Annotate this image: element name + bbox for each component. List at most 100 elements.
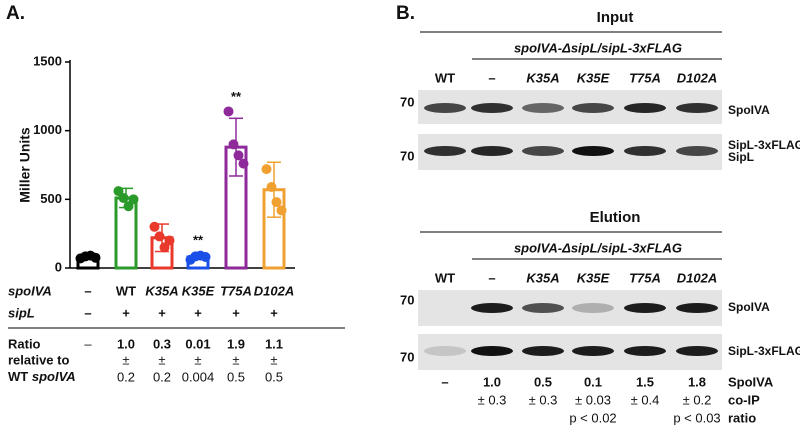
ratio-pm: ± [270,352,277,367]
coip-mean: 1.8 [688,374,706,389]
band [471,103,513,113]
sipl-label: + [122,305,130,320]
lane-label: T75A [629,270,661,285]
x-tick-label: WT [116,283,136,298]
band [471,146,513,156]
panel-label: A. [6,3,25,24]
band-label: SpoIVA [728,300,770,314]
band [572,103,614,113]
ratio-sd: 0.2 [117,369,135,384]
mw-marker: 70 [400,349,414,364]
lane-label: K35E [577,70,610,85]
blot [418,134,722,170]
y-tick-label: 1500 [33,53,62,68]
ratio-mean: 1.0 [117,336,135,351]
data-point [238,158,249,169]
data-point [123,201,134,212]
y-axis-label: Miller Units [17,127,33,203]
x-tick-label: D102A [254,283,294,298]
row-label: WT spoIVA [8,369,76,384]
ratio-mean: 1.1 [265,336,283,351]
data-point [271,197,282,208]
section-title: Input [597,9,634,26]
data-point [154,231,165,242]
coip-none: – [441,374,448,389]
lane-label: K35A [526,270,559,285]
band [471,303,513,313]
coip-mean: 0.1 [584,374,602,389]
band [624,146,666,156]
band [424,346,466,356]
row-label: relative to [8,352,69,367]
row-label: spoIVA [8,283,52,298]
data-point [128,194,139,205]
data-point [90,252,101,263]
strain-header: spoIVA-ΔsipL/sipL-3xFLAG [514,40,682,55]
coip-sd: ± 0.2 [683,392,712,407]
lane-label: T75A [629,70,661,85]
x-tick-label: K35A [145,283,178,298]
sipl-label: + [270,305,278,320]
x-tick-label: – [84,283,91,298]
ratio-sd: 0.004 [182,369,215,384]
y-tick-label: 500 [40,191,62,206]
lane-label: – [488,270,495,285]
blot [418,290,722,326]
band [676,103,718,113]
x-tick-label: T75A [220,283,252,298]
band-label: SipL-3xFLAG [728,344,800,358]
data-point [223,106,234,117]
data-point [233,150,244,161]
band-label: SpoIVA [728,103,770,117]
coip-sd: ± 0.03 [575,392,611,407]
ratio-mean: 0.01 [185,336,210,351]
band [522,303,564,313]
sipl-label: + [232,305,240,320]
ratio-pm: ± [232,352,239,367]
section-title: Elution [590,209,641,226]
lane-label: WT [435,270,455,285]
coip-p: p < 0.02 [569,410,616,425]
ratio-mean: 0.3 [153,336,171,351]
data-point [164,235,175,246]
data-point [200,252,211,263]
lane-label: K35E [577,270,610,285]
band [424,103,466,113]
data-point [261,164,272,175]
coip-mean: 0.5 [534,374,552,389]
row-label-part: WT [8,369,28,384]
lane-label: D102A [677,270,717,285]
ratio-none: – [84,336,92,351]
band [676,303,718,313]
ratio-sd: 0.5 [227,369,245,384]
band [624,346,666,356]
lane-label: D102A [677,70,717,85]
sipl-label: – [84,305,91,320]
row-label-part: spoIVA [32,369,76,384]
ratio-mean: 1.9 [227,336,245,351]
coip-mean: 1.5 [636,374,654,389]
ratio-pm: ± [158,352,165,367]
lane-label: – [488,70,495,85]
x-tick-label: K35E [182,283,215,298]
data-point [118,192,129,203]
band [676,146,718,156]
ratio-pm: ± [194,352,201,367]
data-point [159,242,170,253]
band [676,346,718,356]
band [624,103,666,113]
band-label: SipL-3xFLAG [728,138,800,152]
sipl-label: + [158,305,166,320]
data-point [113,186,124,197]
data-point [266,181,277,192]
blot [418,334,722,370]
band [572,346,614,356]
row-label: sipL [8,305,35,320]
annotation: ** [193,232,204,247]
band [522,103,564,113]
data-point [276,205,287,216]
annotation: ** [231,89,242,104]
coip-sd: ± 0.4 [631,392,660,407]
y-tick-label: 0 [55,259,62,274]
